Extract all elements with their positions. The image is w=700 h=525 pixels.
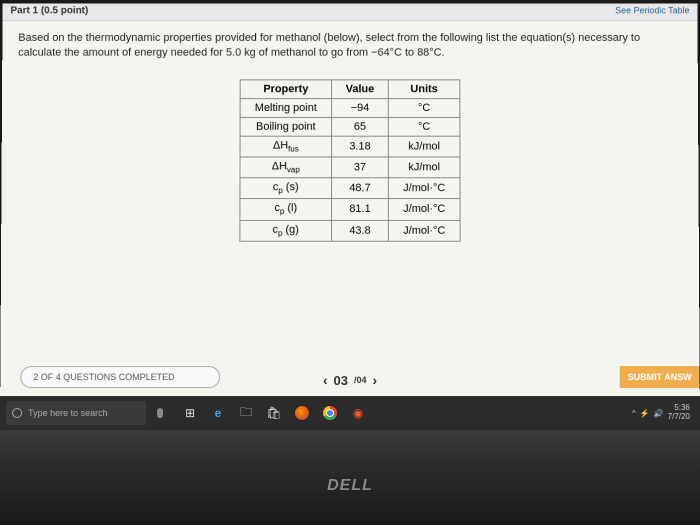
firefox-icon[interactable] <box>290 401 314 425</box>
volume-icon[interactable]: 🔊 <box>654 409 664 418</box>
edge-icon[interactable]: e <box>206 401 230 425</box>
table-row: ΔHvap37kJ/mol <box>240 157 459 178</box>
store-icon[interactable]: 🛍 <box>262 401 286 425</box>
table-header-row: Property Value Units <box>240 80 459 99</box>
table-row: cp (g)43.8J/mol·°C <box>240 220 460 241</box>
part-label: Part 1 (0.5 point) <box>10 5 88 18</box>
page-header: Part 1 (0.5 point) See Periodic Table <box>2 3 697 21</box>
col-property: Property <box>240 80 331 99</box>
system-tray: ^ ⚡ 🔊 5:36 7/7/20 <box>632 404 694 422</box>
task-view-icon[interactable]: ⊞ <box>178 401 202 425</box>
question-text: Based on the thermodynamic properties pr… <box>2 21 698 71</box>
table-row: Boiling point65°C <box>240 117 459 136</box>
cortana-icon <box>12 408 22 418</box>
current-question: 03 <box>334 373 348 388</box>
explorer-icon[interactable]: 🗀 <box>234 401 258 425</box>
total-questions: /04 <box>354 375 367 385</box>
clock[interactable]: 5:36 7/7/20 <box>668 404 694 422</box>
properties-table-wrap: Property Value Units Melting point−94°C … <box>1 79 699 241</box>
tray-chevron-icon[interactable]: ^ <box>632 409 636 418</box>
col-value: Value <box>331 80 388 99</box>
table-row: ΔHfus3.18kJ/mol <box>240 136 459 157</box>
wifi-icon[interactable]: ⚡ <box>640 409 650 418</box>
prev-question-button[interactable]: ‹ <box>323 372 328 388</box>
search-placeholder: Type here to search <box>28 408 108 418</box>
chrome-icon[interactable] <box>318 401 342 425</box>
brave-icon[interactable]: ◉ <box>346 401 370 425</box>
next-question-button[interactable]: › <box>372 372 377 388</box>
properties-table: Property Value Units Melting point−94°C … <box>240 79 461 241</box>
search-input[interactable]: Type here to search <box>6 401 146 425</box>
windows-taskbar: Type here to search ⊞ e 🗀 🛍 ◉ ^ ⚡ 🔊 5:36… <box>0 396 700 430</box>
brand-logo: DELL <box>327 477 373 495</box>
question-nav: ‹ 03/04 › <box>323 372 377 388</box>
progress-indicator: 2 OF 4 QUESTIONS COMPLETED <box>20 366 220 388</box>
mic-icon[interactable] <box>150 401 174 425</box>
col-units: Units <box>389 80 460 99</box>
screen: Part 1 (0.5 point) See Periodic Table Ba… <box>0 3 700 430</box>
table-row: cp (s)48.7J/mol·°C <box>240 178 460 199</box>
laptop-base: DELL <box>0 430 700 525</box>
table-row: cp (l)81.1J/mol·°C <box>240 199 460 220</box>
table-row: Melting point−94°C <box>240 98 459 117</box>
submit-button[interactable]: SUBMIT ANSW <box>620 366 700 388</box>
periodic-table-link[interactable]: See Periodic Table <box>615 5 689 18</box>
